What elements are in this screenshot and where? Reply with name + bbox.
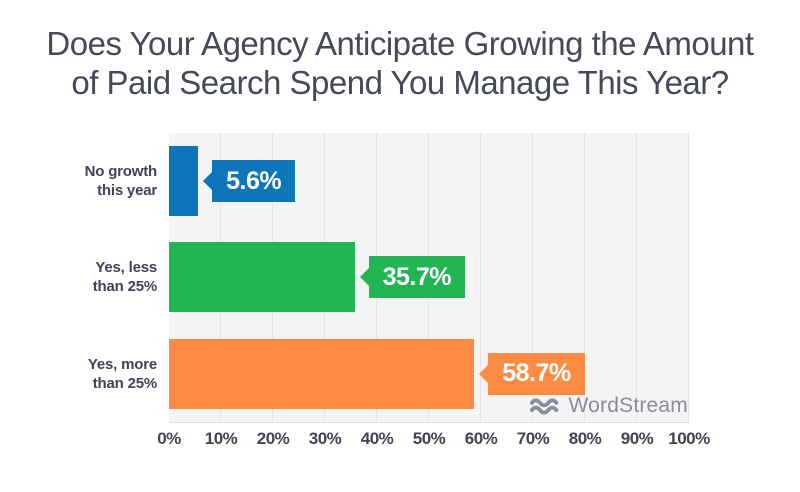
data-label: 5.6% [226, 166, 282, 195]
callout-arrow-icon [203, 172, 213, 191]
x-axis: 0% 10% 20% 30% 40% 50% 60% 70% 80% 90% 1… [143, 429, 715, 449]
data-label: 35.7% [382, 262, 452, 291]
wordstream-watermark: WordStream [529, 394, 688, 418]
x-tick: 80% [568, 429, 602, 448]
category-label-line: No growth [84, 163, 158, 181]
bar-row-no-growth: 5.6% [169, 133, 689, 229]
category-labels: No growth this year Yes, less than 25% Y… [0, 133, 158, 422]
x-tick: 100% [668, 429, 710, 448]
callout-arrow-icon [479, 364, 489, 383]
bar-yes-less [169, 242, 355, 313]
x-tick: 70% [516, 429, 550, 448]
data-label-callout: 35.7% [368, 256, 466, 299]
category-label-line: Yes, less [95, 259, 157, 277]
data-label-callout: 5.6% [212, 160, 296, 203]
x-tick: 40% [360, 429, 394, 448]
x-tick: 0% [157, 429, 181, 448]
x-tick: 60% [464, 429, 498, 448]
bar-no-growth [169, 146, 199, 217]
category-label-no-growth: No growth this year [0, 133, 158, 229]
callout-arrow-icon [359, 268, 369, 287]
category-label-line: than 25% [92, 278, 157, 296]
x-tick: 90% [620, 429, 654, 448]
x-tick: 20% [256, 429, 290, 448]
x-tick: 30% [308, 429, 342, 448]
plot-area: 5.6% 35.7% 58.7% [169, 133, 689, 423]
bar-row-yes-more: 58.7% [169, 326, 689, 422]
chart-title-line2: of Paid Search Spend You Manage This Yea… [71, 64, 729, 101]
data-label-callout: 58.7% [488, 352, 585, 395]
category-label-line: Yes, more [87, 355, 157, 373]
category-label-yes-more: Yes, more than 25% [0, 326, 157, 422]
x-tick: 50% [412, 429, 446, 448]
data-label: 58.7% [502, 359, 571, 388]
bar-row-yes-less: 35.7% [169, 229, 689, 325]
x-tick: 10% [204, 429, 238, 448]
chart-title: Does Your Agency Anticipate Growing the … [0, 24, 800, 102]
waves-icon [529, 397, 558, 415]
category-label-line: than 25% [92, 374, 157, 392]
bar-yes-more [169, 338, 475, 409]
watermark-text: WordStream [568, 394, 688, 417]
chart-title-line1: Does Your Agency Anticipate Growing the … [46, 25, 754, 62]
category-label-line: this year [97, 182, 157, 200]
category-label-yes-less: Yes, less than 25% [0, 229, 157, 325]
